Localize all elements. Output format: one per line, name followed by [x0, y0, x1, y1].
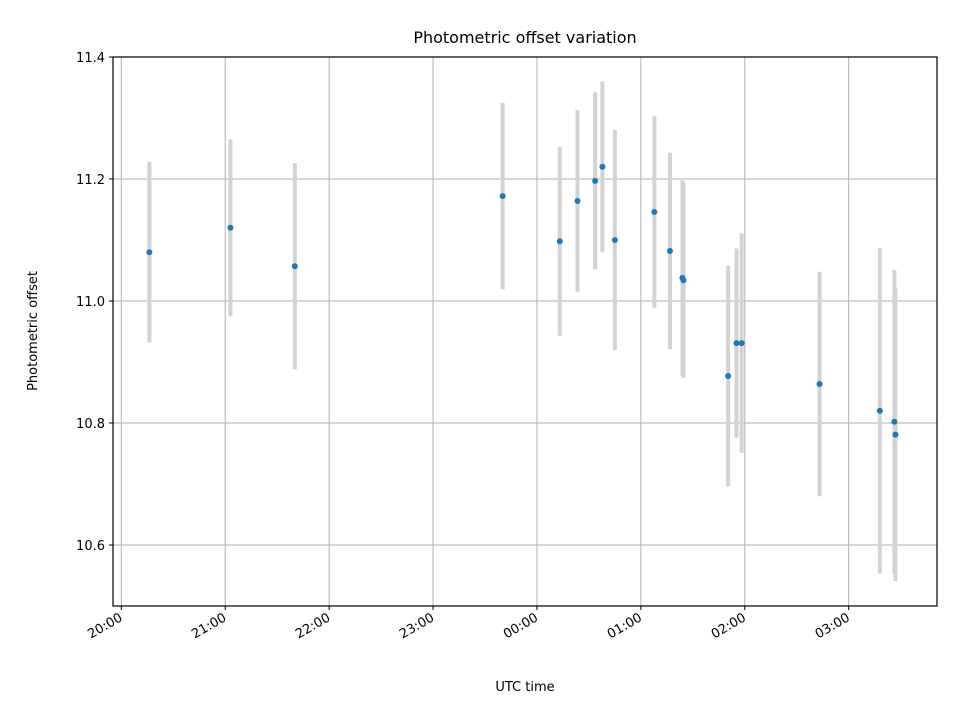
- data-point: [499, 193, 506, 200]
- data-point: [892, 431, 899, 438]
- x-axis-label: UTC time: [495, 680, 554, 695]
- data-point: [574, 197, 581, 204]
- data-point: [146, 249, 153, 256]
- y-tick-label: 11.4: [76, 51, 105, 66]
- data-point: [666, 247, 673, 254]
- point-layer: [146, 163, 899, 438]
- y-tick-label: 10.8: [76, 417, 105, 432]
- data-point: [891, 418, 898, 425]
- y-tick-label: 11.2: [76, 173, 105, 188]
- data-point: [738, 340, 745, 347]
- data-point: [680, 277, 687, 284]
- y-axis-label: Photometric offset: [26, 271, 41, 391]
- data-point: [592, 177, 599, 184]
- data-point: [291, 263, 298, 270]
- data-point: [556, 238, 563, 245]
- data-point: [611, 237, 618, 243]
- data-point: [816, 380, 823, 387]
- data-point: [876, 407, 883, 414]
- data-point: [227, 224, 234, 231]
- data-point: [651, 208, 658, 215]
- data-point: [733, 340, 740, 347]
- data-point: [725, 373, 732, 380]
- chart-title: Photometric offset variation: [413, 28, 636, 47]
- y-tick-label: 11.0: [76, 295, 105, 310]
- plot-frame: [112, 56, 938, 607]
- data-point: [599, 163, 606, 170]
- y-tick-label: 10.6: [76, 539, 105, 554]
